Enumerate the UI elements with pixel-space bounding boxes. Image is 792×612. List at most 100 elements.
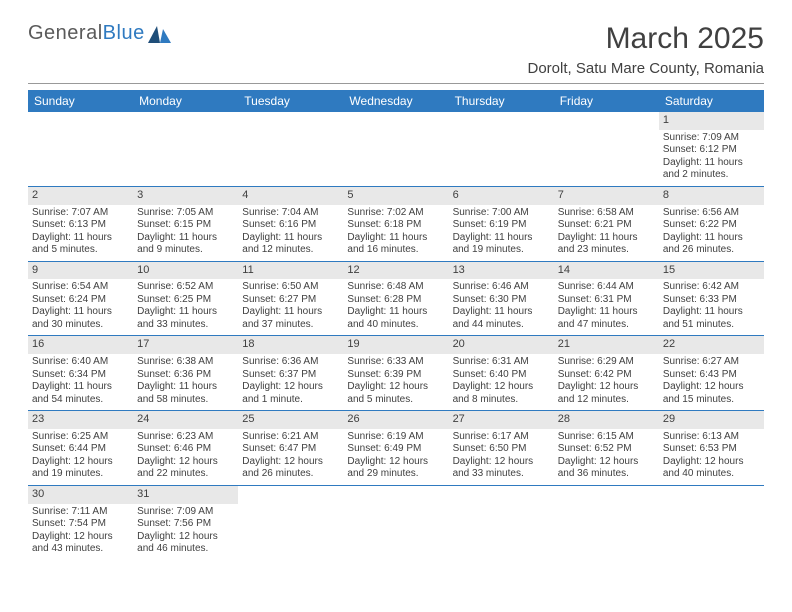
day-number: 8 (659, 187, 764, 205)
calendar-week-row: 23 Sunrise: 6:25 AMSunset: 6:44 PMDayligh… (28, 411, 764, 486)
day-info: Sunrise: 7:05 AMSunset: 6:15 PMDaylight:… (137, 207, 234, 257)
sunset-line: Sunset: 6:30 PM (453, 294, 550, 307)
sunset-line: Sunset: 6:25 PM (137, 294, 234, 307)
sunset-line: Sunset: 6:21 PM (558, 219, 655, 232)
logo-word1: General (28, 22, 103, 44)
daylight-line: Daylight: 12 hours and 26 minutes. (242, 456, 339, 481)
calendar-day-cell: 11Sunrise: 6:50 AMSunset: 6:27 PMDayligh… (238, 261, 343, 336)
day-info: Sunrise: 7:09 AMSunset: 7:56 PMDaylight:… (137, 506, 234, 556)
day-number: 28 (554, 411, 659, 429)
day-number: 15 (659, 262, 764, 280)
calendar-day-cell: 15Sunrise: 6:42 AMSunset: 6:33 PMDayligh… (659, 261, 764, 336)
daylight-line: Daylight: 12 hours and 36 minutes. (558, 456, 655, 481)
sunrise-line: Sunrise: 6:54 AM (32, 281, 129, 294)
calendar-table: SundayMondayTuesdayWednesdayThursdayFrid… (28, 90, 764, 560)
day-info: Sunrise: 6:38 AMSunset: 6:36 PMDaylight:… (137, 356, 234, 406)
sunset-line: Sunset: 6:39 PM (347, 369, 444, 382)
calendar-week-row: 30Sunrise: 7:11 AMSunset: 7:54 PMDayligh… (28, 485, 764, 559)
day-info: Sunrise: 7:09 AMSunset: 6:12 PMDaylight:… (663, 132, 760, 182)
day-info: Sunrise: 6:40 AMSunset: 6:34 PMDaylight:… (32, 356, 129, 406)
calendar-day-cell: 17Sunrise: 6:38 AMSunset: 6:36 PMDayligh… (133, 336, 238, 411)
sunrise-line: Sunrise: 6:23 AM (137, 431, 234, 444)
day-number: 14 (554, 262, 659, 280)
sunset-line: Sunset: 6:46 PM (137, 443, 234, 456)
sunset-line: Sunset: 6:18 PM (347, 219, 444, 232)
day-info: Sunrise: 6:33 AMSunset: 6:39 PMDaylight:… (347, 356, 444, 406)
weekday-header: Sunday (28, 90, 133, 112)
day-info: Sunrise: 6:42 AMSunset: 6:33 PMDaylight:… (663, 281, 760, 331)
calendar-day-cell: 30Sunrise: 7:11 AMSunset: 7:54 PMDayligh… (28, 485, 133, 559)
daylight-line: Daylight: 11 hours and 23 minutes. (558, 232, 655, 257)
calendar-day-cell: 19Sunrise: 6:33 AMSunset: 6:39 PMDayligh… (343, 336, 448, 411)
day-info: Sunrise: 7:02 AMSunset: 6:18 PMDaylight:… (347, 207, 444, 257)
weekday-header: Monday (133, 90, 238, 112)
sunrise-line: Sunrise: 7:07 AM (32, 207, 129, 220)
day-number: 4 (238, 187, 343, 205)
daylight-line: Daylight: 12 hours and 33 minutes. (453, 456, 550, 481)
day-info: Sunrise: 6:44 AMSunset: 6:31 PMDaylight:… (558, 281, 655, 331)
day-number: 31 (133, 486, 238, 504)
sunset-line: Sunset: 6:44 PM (32, 443, 129, 456)
day-info: Sunrise: 7:04 AMSunset: 6:16 PMDaylight:… (242, 207, 339, 257)
day-info: Sunrise: 6:46 AMSunset: 6:30 PMDaylight:… (453, 281, 550, 331)
sunset-line: Sunset: 7:54 PM (32, 518, 129, 531)
day-info: Sunrise: 6:27 AMSunset: 6:43 PMDaylight:… (663, 356, 760, 406)
day-number: 12 (343, 262, 448, 280)
sunset-line: Sunset: 6:34 PM (32, 369, 129, 382)
day-number: 21 (554, 336, 659, 354)
day-info: Sunrise: 6:19 AMSunset: 6:49 PMDaylight:… (347, 431, 444, 481)
day-number: 1 (659, 112, 764, 130)
sunrise-line: Sunrise: 6:21 AM (242, 431, 339, 444)
day-number: 11 (238, 262, 343, 280)
sunrise-line: Sunrise: 6:27 AM (663, 356, 760, 369)
calendar-day-cell: 4 Sunrise: 7:04 AMSunset: 6:16 PMDaylight… (238, 186, 343, 261)
day-info: Sunrise: 6:56 AMSunset: 6:22 PMDaylight:… (663, 207, 760, 257)
sunrise-line: Sunrise: 6:44 AM (558, 281, 655, 294)
sunset-line: Sunset: 6:28 PM (347, 294, 444, 307)
day-number: 23 (28, 411, 133, 429)
day-number: 3 (133, 187, 238, 205)
day-info: Sunrise: 6:15 AMSunset: 6:52 PMDaylight:… (558, 431, 655, 481)
day-info: Sunrise: 7:07 AMSunset: 6:13 PMDaylight:… (32, 207, 129, 257)
day-info: Sunrise: 6:58 AMSunset: 6:21 PMDaylight:… (558, 207, 655, 257)
day-number: 30 (28, 486, 133, 504)
sunrise-line: Sunrise: 7:11 AM (32, 506, 129, 519)
sunrise-line: Sunrise: 6:17 AM (453, 431, 550, 444)
day-info: Sunrise: 7:00 AMSunset: 6:19 PMDaylight:… (453, 207, 550, 257)
daylight-line: Daylight: 11 hours and 58 minutes. (137, 381, 234, 406)
sunrise-line: Sunrise: 6:58 AM (558, 207, 655, 220)
logo-mark-icon (147, 23, 173, 45)
sunset-line: Sunset: 6:13 PM (32, 219, 129, 232)
sunrise-line: Sunrise: 6:13 AM (663, 431, 760, 444)
calendar-day-cell (238, 112, 343, 186)
daylight-line: Daylight: 11 hours and 47 minutes. (558, 306, 655, 331)
daylight-line: Daylight: 11 hours and 33 minutes. (137, 306, 234, 331)
weekday-header: Saturday (659, 90, 764, 112)
sunset-line: Sunset: 6:24 PM (32, 294, 129, 307)
sunrise-line: Sunrise: 6:56 AM (663, 207, 760, 220)
sunrise-line: Sunrise: 6:40 AM (32, 356, 129, 369)
day-info: Sunrise: 6:52 AMSunset: 6:25 PMDaylight:… (137, 281, 234, 331)
day-number: 20 (449, 336, 554, 354)
calendar-day-cell: 3 Sunrise: 7:05 AMSunset: 6:15 PMDaylight… (133, 186, 238, 261)
daylight-line: Daylight: 11 hours and 30 minutes. (32, 306, 129, 331)
day-number: 25 (238, 411, 343, 429)
day-info: Sunrise: 6:36 AMSunset: 6:37 PMDaylight:… (242, 356, 339, 406)
day-info: Sunrise: 6:48 AMSunset: 6:28 PMDaylight:… (347, 281, 444, 331)
sunset-line: Sunset: 6:52 PM (558, 443, 655, 456)
calendar-day-cell: 9Sunrise: 6:54 AMSunset: 6:24 PMDaylight… (28, 261, 133, 336)
calendar-day-cell: 25Sunrise: 6:21 AMSunset: 6:47 PMDayligh… (238, 411, 343, 486)
day-info: Sunrise: 6:25 AMSunset: 6:44 PMDaylight:… (32, 431, 129, 481)
daylight-line: Daylight: 11 hours and 2 minutes. (663, 157, 760, 182)
sunset-line: Sunset: 6:31 PM (558, 294, 655, 307)
calendar-day-cell: 5Sunrise: 7:02 AMSunset: 6:18 PMDaylight… (343, 186, 448, 261)
sunset-line: Sunset: 6:15 PM (137, 219, 234, 232)
day-info: Sunrise: 6:29 AMSunset: 6:42 PMDaylight:… (558, 356, 655, 406)
calendar-day-cell: 23 Sunrise: 6:25 AMSunset: 6:44 PMDayligh… (28, 411, 133, 486)
daylight-line: Daylight: 12 hours and 15 minutes. (663, 381, 760, 406)
day-info: Sunrise: 6:23 AMSunset: 6:46 PMDaylight:… (137, 431, 234, 481)
sunset-line: Sunset: 6:37 PM (242, 369, 339, 382)
weekday-header: Wednesday (343, 90, 448, 112)
sunset-line: Sunset: 7:56 PM (137, 518, 234, 531)
logo-text: GeneralBlue (28, 22, 145, 45)
